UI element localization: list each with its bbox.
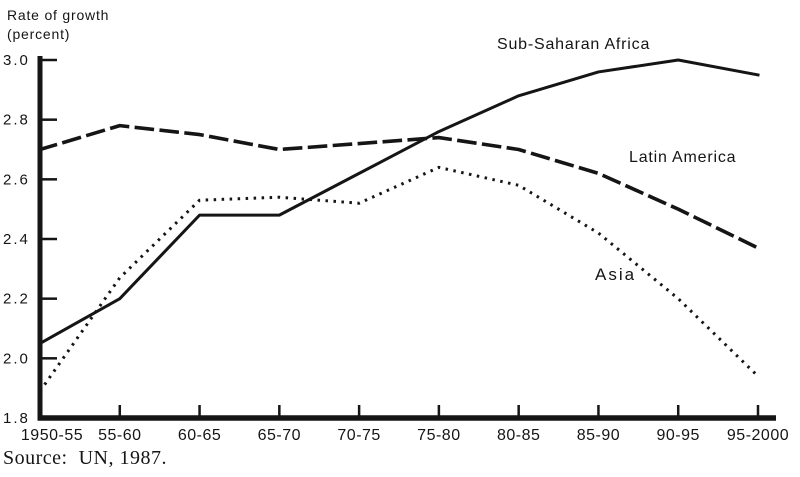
y-axis-title-line1: Rate of growth — [7, 7, 110, 23]
x-tick-label: 95-2000 — [727, 427, 789, 444]
y-tick-label: 2.2 — [3, 291, 30, 308]
x-tick-label: 55-60 — [98, 427, 141, 444]
y-tick-label: 3.0 — [3, 52, 30, 69]
series-line-latin-america — [37, 123, 761, 251]
y-axis-title-line2: (percent) — [7, 25, 71, 42]
x-tick-label: 1950-55 — [21, 427, 83, 444]
series-line-sub-saharan-africa — [37, 58, 760, 346]
series-line-asia — [38, 165, 760, 393]
y-tick-label: 1.8 — [3, 410, 30, 427]
y-tick-label: 2.8 — [3, 112, 30, 129]
series-label-asia: Asia — [595, 265, 637, 284]
y-axis-title: Rate of growth (percent) — [7, 6, 109, 44]
x-tick-label: 65-70 — [258, 427, 301, 444]
x-tick-label: 85-90 — [577, 427, 620, 444]
x-tick-label: 70-75 — [337, 427, 380, 444]
x-tick-label: 80-85 — [497, 427, 540, 444]
series-label-sub-saharan-africa: Sub-Saharan Africa — [497, 36, 651, 53]
y-tick-label: 2.4 — [3, 231, 30, 248]
y-tick-label: 2.0 — [3, 350, 30, 367]
y-tick-label: 2.6 — [3, 171, 30, 188]
x-tick-label: 75-80 — [417, 427, 460, 444]
series-label-latin-america: Latin America — [629, 149, 737, 166]
x-tick-label: 60-65 — [178, 427, 221, 444]
x-tick-label: 90-95 — [657, 427, 700, 444]
source-note: Source: UN, 1987. — [3, 447, 167, 469]
